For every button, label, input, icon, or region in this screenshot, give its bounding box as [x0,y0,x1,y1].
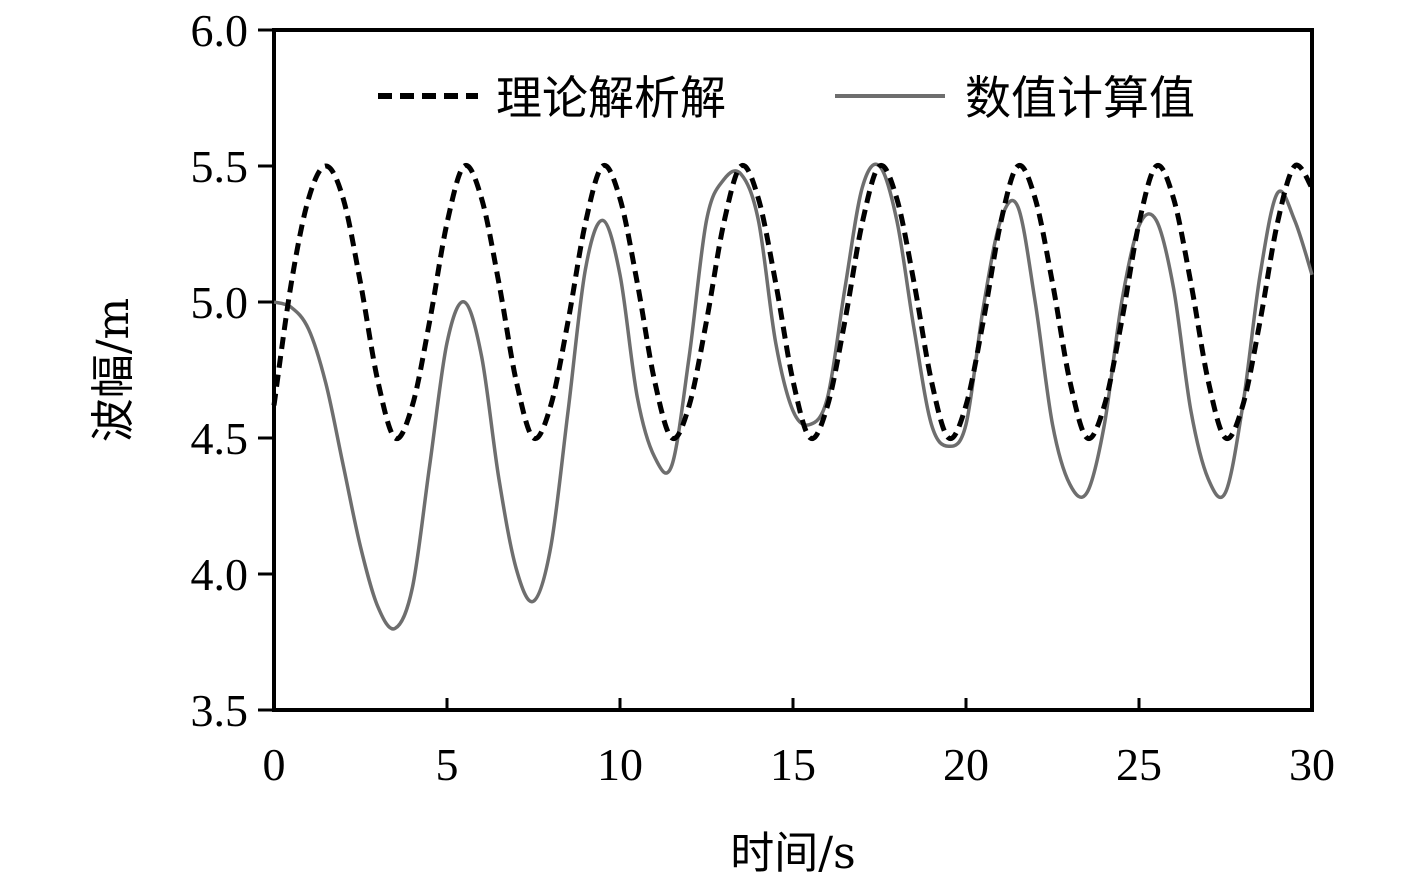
legend-label-numerical: 数值计算值 [965,71,1195,125]
series-layer [271,162,1315,631]
x-tick-label: 30 [1289,739,1335,790]
x-tick-label: 25 [1116,739,1162,790]
x-tick-label: 15 [770,739,816,790]
y-tick-label: 4.0 [191,549,249,600]
x-tick-label: 0 [263,739,286,790]
tick-layer: 0 5 10 15 20 25 30 3.5 4.0 4.5 5.0 5.5 6.0 [191,5,1336,790]
series-line-analytic [271,162,1315,442]
y-tick-label: 5.0 [191,277,249,328]
legend-label-analytic: 理论解析解 [496,71,726,125]
y-tick-label: 3.5 [191,685,249,736]
x-axis-title: 时间/s [730,828,855,879]
y-axis-title: 波幅/m [88,298,139,443]
y-tick-label: 4.5 [191,413,249,464]
y-tick-label: 5.5 [191,141,249,192]
x-tick-label: 10 [597,739,643,790]
series-line-numerical [273,162,1314,631]
legend: 理论解析解 数值计算值 [378,71,1195,125]
x-tick-label: 5 [436,739,459,790]
x-tick-label: 20 [943,739,989,790]
y-tick-label: 6.0 [191,5,249,56]
